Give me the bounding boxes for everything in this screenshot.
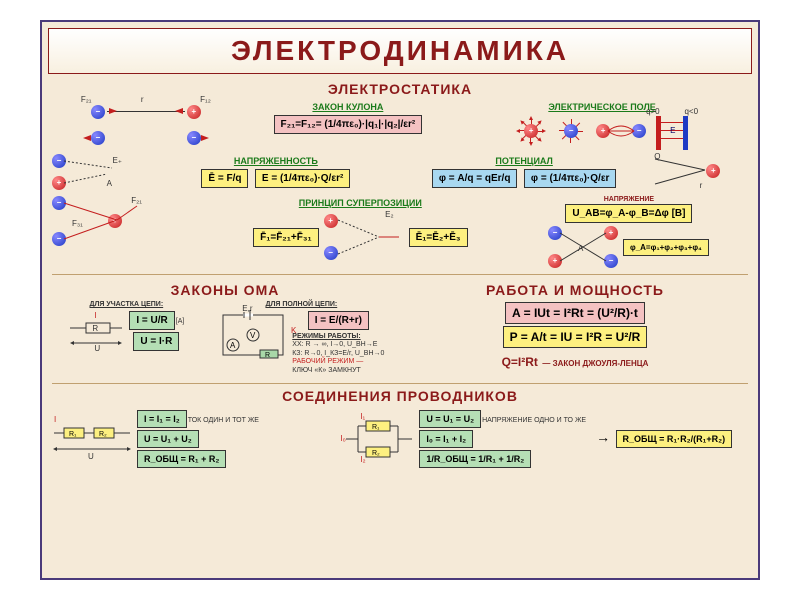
- ohm-full-circuit: A V R E,r K: [218, 310, 288, 360]
- svg-text:R₂: R₂: [372, 450, 380, 457]
- coulomb-label: ЗАКОН КУЛОНА: [312, 102, 383, 112]
- intensity-f2: E = (1/4πε₀)·Q/εr²: [255, 169, 350, 188]
- work-section: РАБОТА И МОЩНОСТЬ A = IUt = I²Rt = (U²/R…: [402, 279, 748, 371]
- ohm-full-f1: I = E/(R+r): [308, 311, 369, 330]
- field-negative-radial: −: [556, 116, 586, 146]
- ohm-unit: [A]: [176, 318, 185, 325]
- svg-text:R₁: R₁: [372, 424, 380, 431]
- superposition-force-diagram: − + − F₃₁ F₂₁: [52, 196, 211, 251]
- field-positive-radial: +: [516, 116, 546, 146]
- svg-text:R: R: [265, 352, 270, 359]
- parallel-note: НАПРЯЖЕНИЕ ОДНО И ТО ЖЕ: [482, 417, 586, 424]
- ohm-part-f1: I = U/R: [129, 311, 174, 330]
- ohm-part-circuit: I U R: [68, 311, 124, 351]
- svg-text:A: A: [230, 341, 236, 350]
- potential-f2: φ = (1/4πε₀)·Q/εr: [524, 169, 617, 188]
- physics-poster: ЭЛЕКТРОДИНАМИКА ЭЛЕКТРОСТАТИКА − + − − F…: [40, 20, 760, 580]
- parallel-f1: U = U₁ = U₂: [419, 410, 481, 428]
- field-uniform: q>0 q<0 E: [656, 116, 688, 150]
- intensity-panel: НАПРЯЖЕННОСТЬ Ē = F/q E = (1/4πε₀)·Q/εr²: [154, 154, 398, 189]
- potential-f1: φ = A/q = qEr/q: [432, 169, 518, 188]
- voltage-diagram: − + + − A: [548, 226, 618, 268]
- coulomb-formula: F₂₁=F₁₂= (1/4πε₀)·|q₁|·|q₂|/εr²: [274, 115, 423, 134]
- superposition-field-diagram: + − E₂: [324, 212, 404, 262]
- superposition-f2: Ē₁=Ē₂+Ē₃: [409, 228, 468, 247]
- field-label: ЭЛЕКТРИЧЕСКОЕ ПОЛЕ: [548, 102, 655, 112]
- potential-panel: ПОТЕНЦИАЛ φ = A/q = qEr/q φ = (1/4πε₀)·Q…: [402, 154, 646, 189]
- section-electrostatics: ЭЛЕКТРОСТАТИКА: [52, 81, 748, 97]
- series-f2: U = U₁ + U₂: [137, 430, 199, 448]
- parallel-circuit: R₁ R₂ I₀ I₁ I₂: [344, 416, 414, 462]
- intensity-label: НАПРЯЖЕННОСТЬ: [234, 156, 318, 166]
- potential-label: ПОТЕНЦИАЛ: [495, 156, 552, 166]
- parallel-f4: R_ОБЩ = R₁·R₂/(R₁+R₂): [616, 430, 733, 448]
- voltage-panel: НАПРЯЖЕНИЕ U_AB=φ_A-φ_B=Δφ [В] − + + − A…: [510, 196, 748, 270]
- connections-title: СОЕДИНЕНИЯ ПРОВОДНИКОВ: [52, 388, 748, 404]
- field-dipole: + −: [596, 116, 646, 146]
- svg-text:V: V: [250, 331, 256, 340]
- parallel-f2: I₀ = I₁ + I₂: [419, 430, 473, 448]
- joule-formula: Q=I²Rt: [502, 355, 538, 369]
- ohm-modes: РЕЖИМЫ РАБОТЫ: ХХ: R → ∞, I→0, U_ВН→E КЗ…: [292, 333, 384, 375]
- coulomb-diagram: − + − − F₂₁ F₁₂ r: [52, 100, 240, 150]
- series-f1: I = I₁ = I₂: [137, 410, 187, 428]
- ohm-section: ЗАКОНЫ ОМА ДЛЯ УЧАСТКА ЦЕПИ: I U R: [52, 279, 398, 379]
- intensity-f1: Ē = F/q: [201, 169, 248, 188]
- ohm-part-label: ДЛЯ УЧАСТКА ЦЕПИ:: [90, 301, 164, 308]
- ohm-full-label: ДЛЯ ПОЛНОЙ ЦЕПИ:: [265, 301, 337, 308]
- series-panel: R₁ R₂ I U I = I₁ = I₂ТОК ОДИН И ТОТ ЖЕ U…: [52, 409, 340, 469]
- intensity-diagram: − + E₊ A: [52, 154, 150, 194]
- potential-diagram: + Q r: [650, 154, 748, 194]
- work-title: РАБОТА И МОЩНОСТЬ: [402, 282, 748, 298]
- main-title: ЭЛЕКТРОДИНАМИКА: [231, 35, 569, 67]
- parallel-panel: R₁ R₂ I₀ I₁ I₂ U = U₁ = U₂НАПРЯЖЕНИЕ ОДН…: [344, 409, 748, 469]
- field-panel: ЭЛЕКТРИЧЕСКОЕ ПОЛЕ + −: [456, 100, 748, 152]
- ohm-part-f2: U = I·R: [133, 332, 179, 351]
- work-f1: A = IUt = I²Rt = (U²/R)·t: [505, 302, 645, 324]
- content-area: ЭЛЕКТРОСТАТИКА − + − − F₂₁ F₁₂ r: [46, 76, 754, 475]
- superposition-panel: ПРИНЦИП СУПЕРПОЗИЦИИ F̄₁=F̄₂₁+F̄₃₁ + − E…: [215, 196, 506, 264]
- svg-text:R₂: R₂: [99, 431, 107, 438]
- coulomb-formula-panel: ЗАКОН КУЛОНА F₂₁=F₁₂= (1/4πε₀)·|q₁|·|q₂|…: [244, 100, 452, 135]
- superposition-label: ПРИНЦИП СУПЕРПОЗИЦИИ: [299, 198, 422, 208]
- parallel-f3: 1/R_ОБЩ = 1/R₁ + 1/R₂: [419, 450, 531, 468]
- superposition-f1: F̄₁=F̄₂₁+F̄₃₁: [253, 228, 318, 247]
- title-bar: ЭЛЕКТРОДИНАМИКА: [48, 28, 752, 74]
- series-f3: R_ОБЩ = R₁ + R₂: [137, 450, 226, 468]
- joule-label: — ЗАКОН ДЖОУЛЯ-ЛЕНЦА: [542, 359, 648, 368]
- svg-text:R₁: R₁: [69, 431, 77, 438]
- voltage-f1: U_AB=φ_A-φ_B=Δφ [В]: [565, 204, 692, 223]
- voltage-f2: φ_A=φ₁+φ₂+φ₃+φ₄: [623, 239, 709, 256]
- ohm-title: ЗАКОНЫ ОМА: [52, 282, 398, 298]
- voltage-label: НАПРЯЖЕНИЕ: [604, 196, 654, 203]
- work-f2: P = A/t = IU = I²R = U²/R: [503, 326, 648, 348]
- series-circuit: R₁ R₂ I U: [52, 419, 132, 459]
- series-note: ТОК ОДИН И ТОТ ЖЕ: [188, 417, 259, 424]
